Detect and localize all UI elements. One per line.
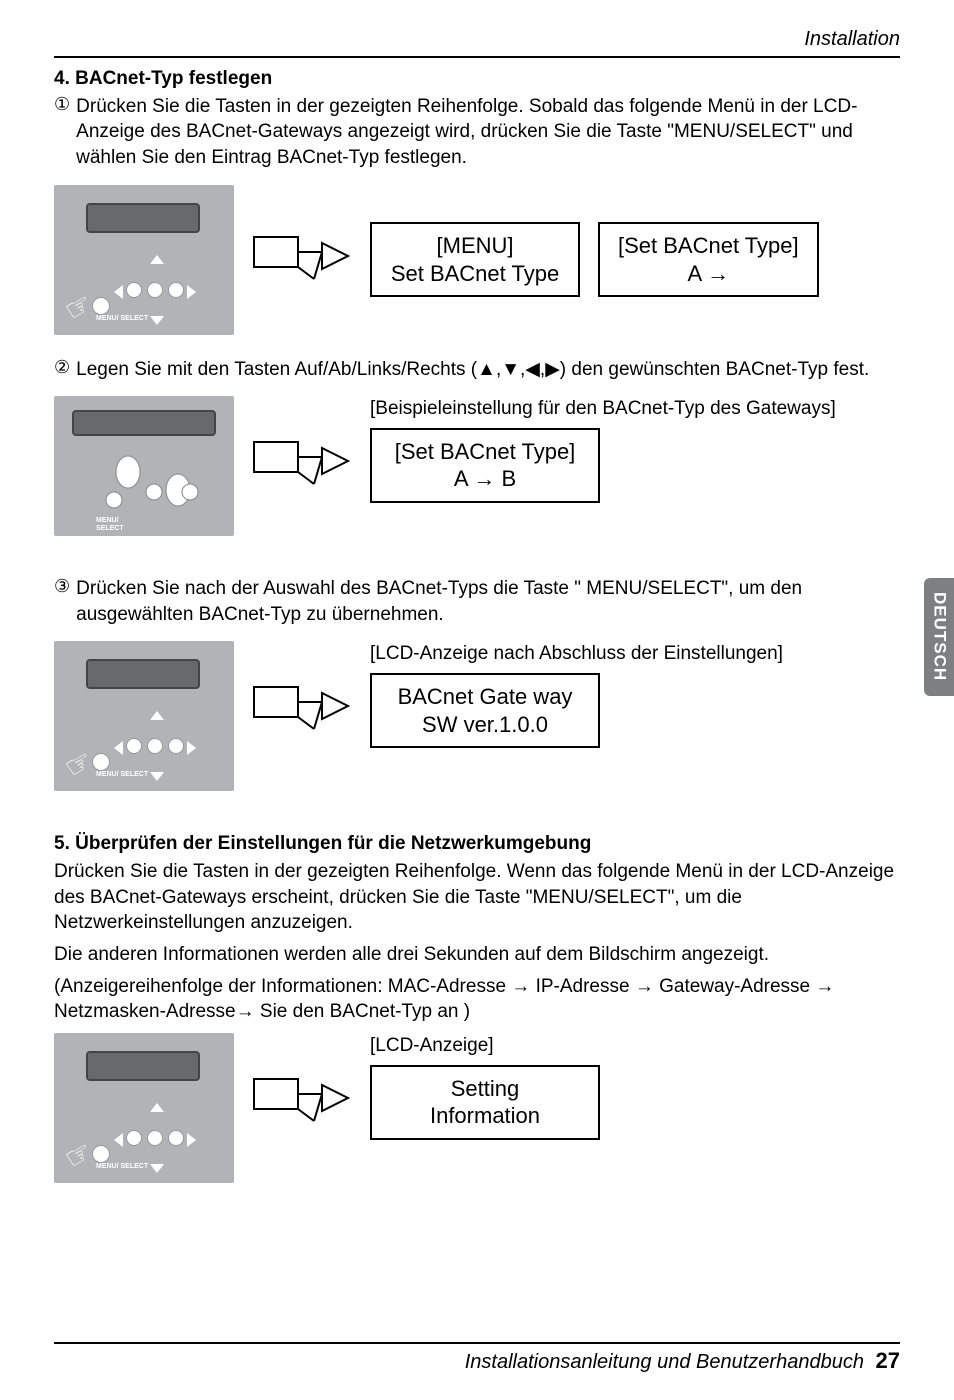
dpad-button-center bbox=[147, 738, 163, 754]
dpad: MENU/ SELECT bbox=[116, 1107, 194, 1169]
footer-rule bbox=[54, 1342, 900, 1344]
step4-sub3: ③ Drücken Sie nach der Auswahl des BACne… bbox=[54, 576, 900, 627]
diagram3-right-col: [LCD-Anzeige nach Abschluss der Einstell… bbox=[370, 641, 783, 748]
circled-2-icon: ② bbox=[54, 357, 70, 379]
diagram-row-1: MENU/ SELECT ☞ [MENU] Set BACnet Type [S… bbox=[54, 185, 900, 335]
step5-p3: (Anzeigereihenfolge der Informationen: M… bbox=[54, 974, 900, 1025]
menu-select-label: MENU/ SELECT bbox=[96, 771, 148, 778]
dpad-button-right bbox=[168, 1130, 184, 1146]
step4-sub3-text: Drücken Sie nach der Auswahl des BACnet-… bbox=[76, 576, 900, 627]
svg-text:MENU/: MENU/ bbox=[96, 517, 119, 524]
lcd-line: A → bbox=[618, 260, 799, 288]
lcd-line: Information bbox=[390, 1102, 580, 1130]
device-panel: MENU/ SELECT ☞ bbox=[54, 641, 234, 791]
lcd-line: [MENU] bbox=[390, 232, 560, 260]
step5-heading: 5. Überprüfen der Einstellungen für die … bbox=[54, 831, 900, 857]
page-header: Installation bbox=[804, 26, 900, 53]
dpad-button-right bbox=[168, 738, 184, 754]
menu-select-label: MENU/ SELECT bbox=[96, 315, 148, 322]
step5-p1: Drücken Sie die Tasten in der gezeigten … bbox=[54, 859, 900, 936]
lcd-line: SW ver.1.0.0 bbox=[390, 711, 580, 739]
flow-arrow-icon bbox=[252, 225, 352, 295]
arrow-right-icon bbox=[187, 285, 196, 299]
lcd-setting-info-box: Setting Information bbox=[370, 1065, 600, 1140]
dpad-button-center bbox=[147, 1130, 163, 1146]
device-screen bbox=[72, 410, 216, 436]
dpad-button-left bbox=[126, 738, 142, 754]
header-rule bbox=[54, 56, 900, 58]
device-screen bbox=[86, 659, 200, 689]
dpad: MENU/ SELECT bbox=[116, 259, 194, 321]
device-screen bbox=[86, 203, 200, 233]
arrow-down-icon bbox=[150, 772, 164, 781]
lcd-line: [Set BACnet Type] bbox=[390, 438, 580, 466]
lcd-set-bacnet-ab-box: [Set BACnet Type] A → B bbox=[370, 428, 600, 503]
arrow-left-icon bbox=[114, 741, 123, 755]
dpad-press-illustration-icon: MENU/ SELECT bbox=[94, 444, 214, 534]
lcd-line: A → B bbox=[390, 465, 580, 493]
footer-text: Installationsanleitung und Benutzerhandb… bbox=[465, 1351, 864, 1373]
dpad-button-center bbox=[147, 282, 163, 298]
lcd-gateway-version-box: BACnet Gate way SW ver.1.0.0 bbox=[370, 673, 600, 748]
lcd-menu-box: [MENU] Set BACnet Type bbox=[370, 222, 580, 297]
lcd-line: BACnet Gate way bbox=[390, 683, 580, 711]
step4-heading: 4. BACnet-Typ festlegen bbox=[54, 66, 900, 92]
arrow-up-icon bbox=[150, 1103, 164, 1112]
step4-sub2-text: Legen Sie mit den Tasten Auf/Ab/Links/Re… bbox=[76, 357, 869, 383]
arrow-left-icon bbox=[114, 285, 123, 299]
example-caption: [Beispieleinstellung für den BACnet-Typ … bbox=[370, 396, 836, 422]
lcd-caption: [LCD-Anzeige] bbox=[370, 1033, 494, 1059]
lcd-line: Set BACnet Type bbox=[390, 260, 560, 288]
menu-select-label: MENU/ SELECT bbox=[96, 1163, 148, 1170]
device-panel: MENU/ SELECT ☞ bbox=[54, 185, 234, 335]
dpad-button-left bbox=[126, 282, 142, 298]
lcd-line: [Set BACnet Type] bbox=[618, 232, 799, 260]
lcd-line: Setting bbox=[390, 1075, 580, 1103]
arrow-right-icon bbox=[187, 1133, 196, 1147]
dpad: MENU/ SELECT bbox=[116, 715, 194, 777]
language-tab: DEUTSCH bbox=[924, 578, 954, 696]
circled-1-icon: ① bbox=[54, 94, 70, 116]
arrow-right-icon bbox=[187, 741, 196, 755]
device-screen bbox=[86, 1051, 200, 1081]
dpad-button-right bbox=[168, 282, 184, 298]
flow-arrow-icon bbox=[252, 430, 352, 500]
page-content: 4. BACnet-Typ festlegen ① Drücken Sie di… bbox=[54, 66, 900, 1205]
step4-sub1: ① Drücken Sie die Tasten in der gezeigte… bbox=[54, 94, 900, 171]
language-tab-label: DEUTSCH bbox=[928, 592, 951, 681]
step4-sub2: ② Legen Sie mit den Tasten Auf/Ab/Links/… bbox=[54, 357, 900, 383]
diagram-row-3: MENU/ SELECT ☞ [LCD-Anzeige nach Abschlu… bbox=[54, 641, 900, 791]
pointing-hand-icon: ☞ bbox=[58, 741, 102, 790]
arrow-up-icon bbox=[150, 711, 164, 720]
pointing-hand-icon: ☞ bbox=[58, 284, 102, 333]
page-number: 27 bbox=[876, 1348, 900, 1373]
finish-caption: [LCD-Anzeige nach Abschluss der Einstell… bbox=[370, 641, 783, 667]
lcd-set-bacnet-box: [Set BACnet Type] A → bbox=[598, 222, 819, 297]
circled-3-icon: ③ bbox=[54, 576, 70, 598]
device-panel: MENU/ SELECT ☞ bbox=[54, 1033, 234, 1183]
arrow-down-icon bbox=[150, 1164, 164, 1173]
flow-arrow-icon bbox=[252, 1067, 352, 1137]
diagram4-right-col: [LCD-Anzeige] Setting Information bbox=[370, 1033, 600, 1140]
device-panel: MENU/ SELECT bbox=[54, 396, 234, 536]
flow-arrow-icon bbox=[252, 675, 352, 745]
page-footer: Installationsanleitung und Benutzerhandb… bbox=[465, 1346, 900, 1376]
arrow-down-icon bbox=[150, 316, 164, 325]
dpad-button-left bbox=[126, 1130, 142, 1146]
step4-sub1-text: Drücken Sie die Tasten in der gezeigten … bbox=[76, 94, 900, 171]
arrow-up-icon bbox=[150, 255, 164, 264]
pointing-hand-icon: ☞ bbox=[58, 1132, 102, 1181]
diagram-row-4: MENU/ SELECT ☞ [LCD-Anzeige] Setting Inf… bbox=[54, 1033, 900, 1183]
diagram-row-2: MENU/ SELECT [Beispieleinstellung für de… bbox=[54, 396, 900, 536]
diagram2-right-col: [Beispieleinstellung für den BACnet-Typ … bbox=[370, 396, 836, 503]
arrow-left-icon bbox=[114, 1133, 123, 1147]
svg-text:SELECT: SELECT bbox=[96, 525, 124, 532]
step5-p2: Die anderen Informationen werden alle dr… bbox=[54, 942, 900, 968]
